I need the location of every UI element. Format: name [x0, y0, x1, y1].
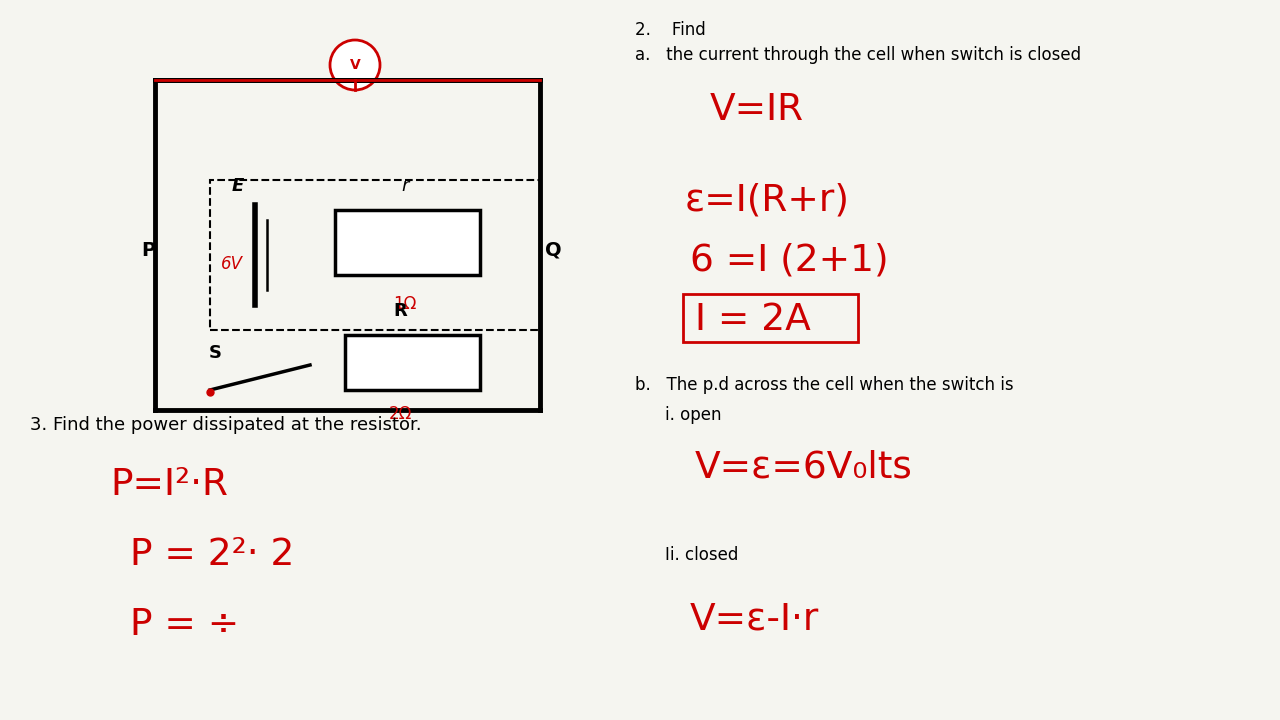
Text: Q: Q: [545, 240, 562, 259]
Text: i. open: i. open: [666, 406, 722, 424]
Text: 1Ω: 1Ω: [393, 295, 417, 313]
Text: P: P: [141, 240, 155, 259]
Text: b.   The p.d across the cell when the switch is: b. The p.d across the cell when the swit…: [635, 376, 1014, 394]
Text: 6 =I (2+1): 6 =I (2+1): [690, 242, 888, 278]
Text: V: V: [349, 58, 361, 72]
Bar: [210, 180, 540, 330]
Text: E: E: [232, 177, 244, 195]
Text: V=IR: V=IR: [710, 92, 804, 128]
Text: 6V: 6V: [221, 255, 243, 273]
Text: P=I²·R: P=I²·R: [110, 467, 228, 503]
Text: r: r: [402, 177, 408, 195]
Text: 3. Find the power dissipated at the resistor.: 3. Find the power dissipated at the resi…: [29, 416, 421, 434]
Text: 2.    Find: 2. Find: [635, 21, 705, 39]
Text: V=ε=6V₀lts: V=ε=6V₀lts: [695, 450, 913, 486]
Text: V=ε-I·r: V=ε-I·r: [690, 602, 819, 638]
Bar: [684, 294, 858, 342]
Text: Ii. closed: Ii. closed: [666, 546, 739, 564]
Text: I = 2A: I = 2A: [695, 302, 810, 338]
Bar: [346, 335, 480, 390]
Text: P = 2²· 2: P = 2²· 2: [131, 537, 294, 573]
Text: P = ÷: P = ÷: [131, 607, 239, 643]
Text: ε=I(R+r): ε=I(R+r): [685, 182, 850, 218]
Text: 2Ω: 2Ω: [388, 405, 412, 423]
Circle shape: [330, 40, 380, 90]
Text: R: R: [393, 302, 407, 320]
Bar: [335, 210, 480, 275]
Text: a.   the current through the cell when switch is closed: a. the current through the cell when swi…: [635, 46, 1082, 64]
Text: S: S: [209, 344, 221, 362]
